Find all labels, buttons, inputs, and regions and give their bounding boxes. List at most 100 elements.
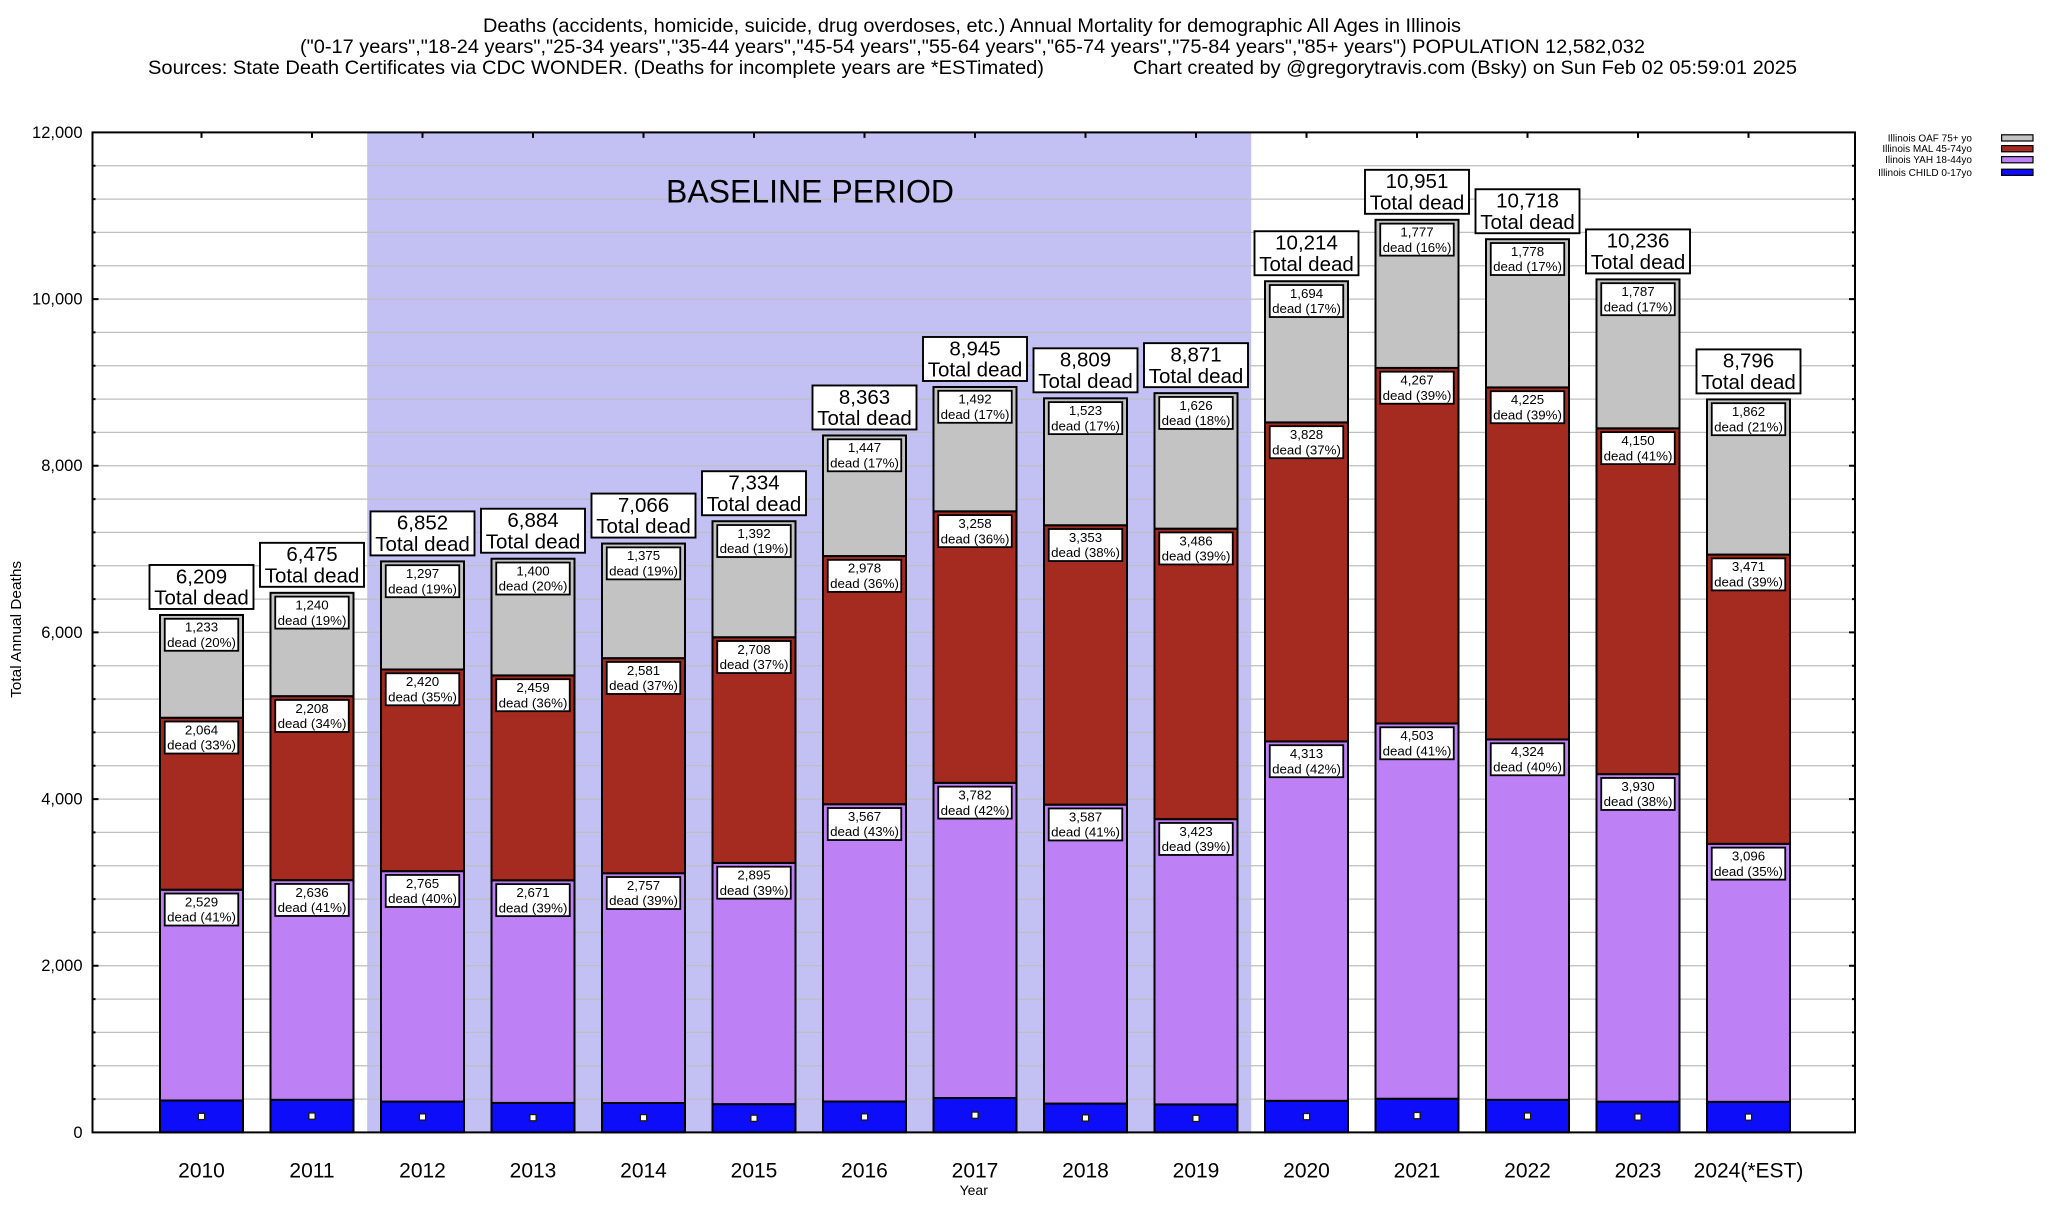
svg-text:dead (17%): dead (17%) [941, 407, 1010, 422]
svg-text:dead (17%): dead (17%) [1604, 299, 1673, 314]
svg-text:Total dead: Total dead [1701, 371, 1796, 394]
svg-text:2,459: 2,459 [516, 680, 549, 695]
svg-text:1,694: 1,694 [1290, 286, 1323, 301]
svg-text:2011: 2011 [289, 1160, 334, 1183]
svg-text:8,809: 8,809 [1060, 349, 1111, 372]
svg-text:2,000: 2,000 [41, 957, 82, 975]
svg-text:1,233: 1,233 [185, 620, 218, 635]
svg-text:Total dead: Total dead [596, 515, 691, 538]
svg-text:BASELINE PERIOD: BASELINE PERIOD [666, 174, 954, 210]
svg-text:3,096: 3,096 [1732, 848, 1765, 863]
svg-text:10,718: 10,718 [1496, 190, 1559, 213]
svg-text:dead (17%): dead (17%) [830, 455, 899, 470]
svg-text:6,475: 6,475 [286, 543, 337, 566]
svg-text:3,423: 3,423 [1179, 824, 1212, 839]
svg-text:2013: 2013 [510, 1160, 557, 1183]
svg-text:dead (19%): dead (19%) [609, 564, 678, 579]
svg-text:dead (39%): dead (39%) [499, 900, 568, 915]
svg-text:dead (35%): dead (35%) [1714, 864, 1783, 879]
svg-text:3,353: 3,353 [1069, 530, 1102, 545]
svg-text:dead (36%): dead (36%) [499, 695, 568, 710]
svg-text:dead (39%): dead (39%) [1714, 575, 1783, 590]
svg-text:6,852: 6,852 [397, 512, 448, 535]
svg-text:12,000: 12,000 [32, 124, 82, 142]
svg-text:2022: 2022 [1504, 1160, 1551, 1183]
svg-text:1,523: 1,523 [1069, 403, 1102, 418]
svg-text:3,587: 3,587 [1069, 809, 1102, 824]
svg-text:dead (39%): dead (39%) [1383, 388, 1452, 403]
svg-text:1,447: 1,447 [848, 440, 881, 455]
svg-text:6,000: 6,000 [41, 624, 82, 642]
svg-text:dead (41%): dead (41%) [278, 900, 347, 915]
svg-text:Total dead: Total dead [928, 359, 1023, 382]
svg-text:dead (42%): dead (42%) [941, 803, 1010, 818]
svg-text:8,796: 8,796 [1723, 350, 1774, 373]
svg-text:dead (16%): dead (16%) [1383, 240, 1452, 255]
svg-text:dead (37%): dead (37%) [1272, 442, 1341, 457]
svg-text:4,324: 4,324 [1511, 744, 1544, 759]
svg-text:dead (42%): dead (42%) [1272, 761, 1341, 776]
svg-text:dead (36%): dead (36%) [941, 531, 1010, 546]
svg-text:1,240: 1,240 [295, 597, 328, 612]
svg-text:1,862: 1,862 [1732, 404, 1765, 419]
svg-text:10,214: 10,214 [1275, 232, 1338, 255]
svg-text:dead (41%): dead (41%) [1383, 743, 1452, 758]
svg-text:Deaths (accidents, homicide, s: Deaths (accidents, homicide, suicide, dr… [483, 15, 1461, 37]
svg-text:dead (41%): dead (41%) [167, 910, 236, 925]
svg-text:dead (41%): dead (41%) [1051, 825, 1120, 840]
svg-text:dead (39%): dead (39%) [1493, 407, 1562, 422]
svg-text:1,787: 1,787 [1621, 284, 1654, 299]
svg-text:dead (17%): dead (17%) [1051, 418, 1120, 433]
svg-text:dead (17%): dead (17%) [1493, 259, 1562, 274]
svg-text:1,778: 1,778 [1511, 244, 1544, 259]
svg-text:1,492: 1,492 [958, 392, 991, 407]
svg-text:Total dead: Total dead [265, 564, 360, 587]
svg-text:2012: 2012 [399, 1160, 446, 1183]
svg-text:1,392: 1,392 [737, 526, 770, 541]
svg-text:Total dead: Total dead [154, 587, 249, 610]
svg-text:Total dead: Total dead [486, 530, 581, 553]
svg-text:dead (39%): dead (39%) [1162, 839, 1231, 854]
svg-text:0: 0 [73, 1124, 82, 1142]
svg-text:dead (39%): dead (39%) [720, 883, 789, 898]
svg-text:4,503: 4,503 [1400, 728, 1433, 743]
svg-text:10,951: 10,951 [1386, 170, 1449, 193]
svg-text:Illinois MAL 45-74yo: Illinois MAL 45-74yo [1882, 144, 1972, 155]
svg-text:2,978: 2,978 [848, 561, 881, 576]
svg-text:3,471: 3,471 [1732, 559, 1765, 574]
svg-text:dead (38%): dead (38%) [1604, 794, 1673, 809]
svg-text:Chart created by @gregorytravi: Chart created by @gregorytravis.com (Bsk… [1133, 57, 1797, 79]
svg-text:("0-17 years","18-24 years","2: ("0-17 years","18-24 years","25-34 years… [300, 36, 1645, 58]
svg-text:2,529: 2,529 [185, 894, 218, 909]
svg-text:2020: 2020 [1283, 1160, 1330, 1183]
svg-text:Total dead: Total dead [1259, 253, 1354, 276]
svg-text:dead (34%): dead (34%) [278, 716, 347, 731]
svg-text:3,930: 3,930 [1621, 779, 1654, 794]
svg-text:1,297: 1,297 [406, 566, 439, 581]
svg-text:2,895: 2,895 [737, 868, 770, 883]
svg-text:Total dead: Total dead [1149, 365, 1244, 388]
svg-text:dead (18%): dead (18%) [1162, 413, 1231, 428]
svg-text:1,777: 1,777 [1400, 224, 1433, 239]
svg-text:2,757: 2,757 [627, 878, 660, 893]
svg-text:Total dead: Total dead [1480, 211, 1575, 234]
svg-text:6,209: 6,209 [176, 565, 227, 588]
svg-text:dead (19%): dead (19%) [720, 541, 789, 556]
svg-text:2015: 2015 [731, 1160, 778, 1183]
svg-text:dead (21%): dead (21%) [1714, 419, 1783, 434]
svg-text:4,150: 4,150 [1621, 433, 1654, 448]
svg-text:2,581: 2,581 [627, 663, 660, 678]
svg-text:dead (37%): dead (37%) [609, 678, 678, 693]
svg-text:10,236: 10,236 [1607, 230, 1670, 253]
svg-text:2023: 2023 [1615, 1160, 1662, 1183]
svg-text:2018: 2018 [1062, 1160, 1109, 1183]
svg-text:Year: Year [960, 1182, 989, 1198]
svg-text:dead (41%): dead (41%) [1604, 448, 1673, 463]
svg-text:dead (19%): dead (19%) [388, 581, 457, 596]
svg-text:4,225: 4,225 [1511, 392, 1544, 407]
svg-text:2,636: 2,636 [295, 885, 328, 900]
svg-text:Total dead: Total dead [375, 533, 470, 556]
svg-text:8,871: 8,871 [1170, 343, 1221, 366]
svg-text:Total dead: Total dead [707, 493, 802, 516]
svg-text:Total dead: Total dead [1038, 370, 1133, 393]
